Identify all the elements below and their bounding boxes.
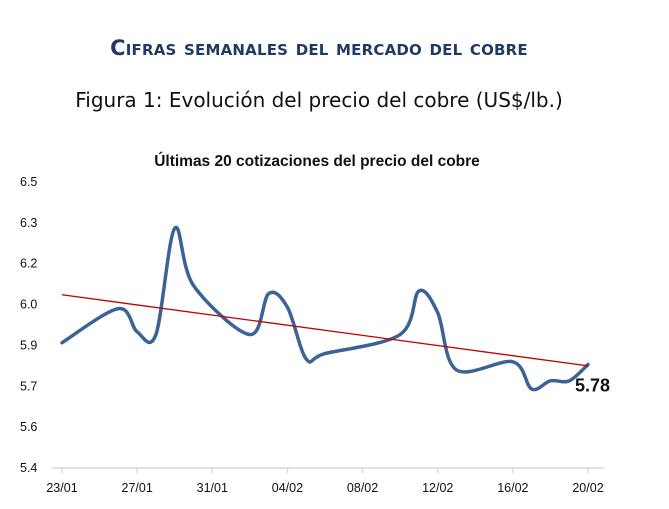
y-tick-label: 6.5 (20, 175, 37, 189)
y-tick-label: 5.7 (20, 379, 37, 393)
last-value-label: 5.78 (575, 375, 610, 395)
y-tick-label: 6.3 (20, 216, 37, 230)
trend-line (61, 294, 589, 367)
x-tick-label: 04/02 (272, 481, 303, 495)
x-tick-label: 20/02 (572, 481, 603, 495)
chart-title: Últimas 20 cotizaciones del precio del c… (154, 152, 480, 170)
x-tick-label: 27/01 (122, 481, 153, 495)
y-tick-label: 5.4 (20, 461, 37, 475)
x-axis: 23/01 27/01 31/01 04/02 08/02 12/02 16/02 20/02 (46, 467, 604, 495)
y-axis: 5.4 5.6 5.7 5.9 6.0 6.2 6.3 6.5 (20, 175, 37, 475)
y-tick-label: 5.9 (20, 338, 37, 352)
x-tick-label: 16/02 (497, 481, 528, 495)
price-series-line (60, 225, 590, 392)
x-tick-label: 12/02 (422, 481, 453, 495)
report-title: Cifras semanales del mercado del cobre (110, 36, 528, 60)
plot-area (60, 225, 590, 392)
x-tick-label: 31/01 (197, 481, 228, 495)
y-tick-label: 6.0 (20, 298, 37, 312)
y-tick-label: 5.6 (20, 420, 37, 434)
figure-caption: Figura 1: Evolución del precio del cobre… (75, 88, 563, 112)
x-tick-label: 23/01 (46, 481, 77, 495)
y-tick-label: 6.2 (20, 257, 37, 271)
x-tick-label: 08/02 (347, 481, 378, 495)
